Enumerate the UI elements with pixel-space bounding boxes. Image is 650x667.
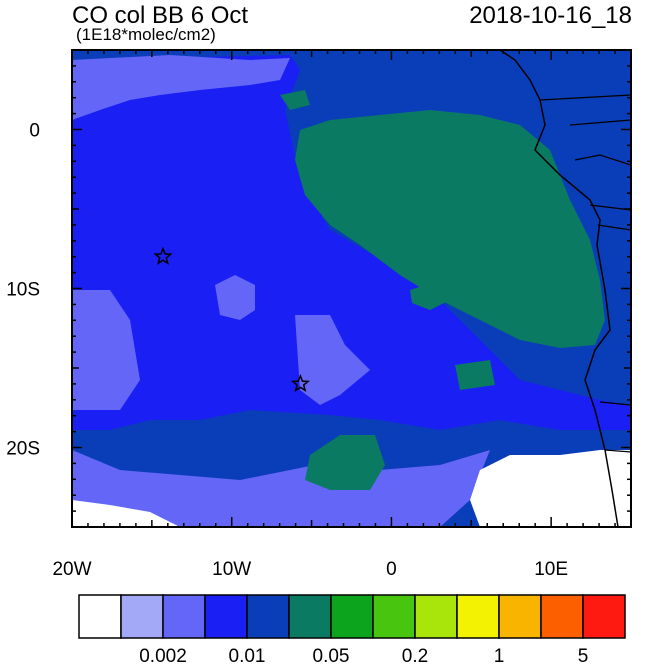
field-region-high-c <box>455 360 495 390</box>
country-borders <box>539 94 631 453</box>
field-region-low <box>470 450 631 527</box>
lat-tick-label: 10S <box>6 280 40 301</box>
field-region-high-small <box>280 90 310 110</box>
map-title: CO col BB 6 Oct <box>72 2 249 29</box>
field-patch-a <box>215 275 255 320</box>
field-band-mid <box>72 55 631 430</box>
field-region-low-west <box>72 500 180 527</box>
colorbar-swatch <box>288 594 332 639</box>
colorbar-swatch <box>456 594 500 639</box>
map-units: (1E18*molec/cm2) <box>76 25 216 44</box>
lon-tick-label: 20W <box>52 559 91 580</box>
colorbar-label: 1 <box>494 646 505 667</box>
colorbar-swatch <box>246 594 290 639</box>
colorbar-swatch <box>330 594 374 639</box>
field-region-high-d <box>305 435 385 490</box>
field-patch-west <box>72 290 140 410</box>
station-markers <box>153 246 310 393</box>
field-patch-b <box>295 315 370 405</box>
colorbar-swatch <box>582 594 626 639</box>
lat-tick-label: 0 <box>29 121 40 142</box>
star-marker <box>153 246 173 265</box>
colorbar-swatch <box>78 594 122 639</box>
lon-tick-label: 0 <box>386 559 397 580</box>
field-region-high-b <box>410 280 450 310</box>
map-datetime: 2018-10-16_18 <box>469 2 632 29</box>
colorbar <box>78 594 626 639</box>
star-marker <box>290 373 310 393</box>
colorbar-label: 0.2 <box>402 646 428 667</box>
map-plot-area <box>72 50 631 527</box>
field-region-high <box>295 110 605 348</box>
coastline <box>499 50 619 527</box>
colorbar-label: 0.01 <box>229 646 266 667</box>
lat-tick-labels: 0 10S 20S <box>6 121 40 460</box>
colorbar-label: 0.05 <box>313 646 350 667</box>
colorbar-swatch <box>540 594 584 639</box>
lon-tick-label: 10W <box>212 559 251 580</box>
colorbar-swatch <box>414 594 458 639</box>
field-patch-north <box>72 55 290 120</box>
colorbar-swatch <box>372 594 416 639</box>
colorbar-swatch <box>120 594 164 639</box>
colorbar-swatch <box>162 594 206 639</box>
colorbar-label: 0.002 <box>139 646 187 667</box>
lon-tick-label: 10E <box>534 559 568 580</box>
axis-ticks <box>71 49 632 528</box>
colorbar-labels: 0.002 0.01 0.05 0.2 1 5 <box>139 646 588 667</box>
colorbar-swatch <box>498 594 542 639</box>
lat-tick-label: 20S <box>6 439 40 460</box>
colorbar-label: 5 <box>578 646 589 667</box>
lon-tick-labels: 20W 10W 0 10E <box>52 559 568 580</box>
field-patch-south <box>72 450 490 527</box>
colorbar-swatch <box>204 594 248 639</box>
